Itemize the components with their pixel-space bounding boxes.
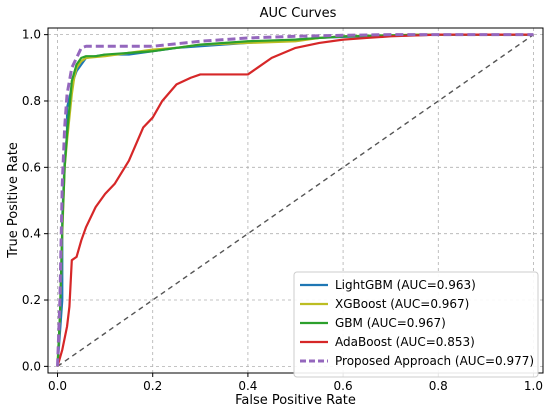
x-tick-label: 0.2 (143, 379, 162, 393)
legend-label-3: AdaBoost (AUC=0.853) (335, 335, 475, 349)
y-tick-label: 1.0 (22, 28, 41, 42)
chart-title: AUC Curves (260, 6, 337, 21)
x-tick-label: 1.0 (524, 379, 543, 393)
legend-label-4: Proposed Approach (AUC=0.977) (335, 354, 534, 368)
y-tick-label: 0.0 (22, 359, 41, 373)
legend-label-2: GBM (AUC=0.967) (335, 316, 446, 330)
x-tick-label: 0.4 (238, 379, 257, 393)
y-tick-label: 0.8 (22, 94, 41, 108)
legend: LightGBM (AUC=0.963) XGBoost (AUC=0.967) G… (293, 271, 539, 378)
x-tick-label: 0.8 (429, 379, 448, 393)
reference-diagonal (57, 34, 534, 367)
series-line-4 (56, 33, 534, 367)
series-line-3 (56, 33, 534, 367)
series-lines (56, 33, 534, 367)
legend-label-1: XGBoost (AUC=0.967) (335, 297, 469, 311)
legend-box (293, 271, 539, 378)
x-axis-title: False Positive Rate (235, 393, 356, 408)
reference-diagonal-line (57, 34, 534, 367)
x-axis-ticks: 0.0 0.2 0.4 0.6 0.8 1.0 (48, 373, 543, 393)
x-tick-label: 0.0 (48, 379, 67, 393)
y-tick-label: 0.4 (22, 227, 41, 241)
y-tick-label: 0.6 (22, 160, 41, 174)
y-axis-title: True Positive Rate (6, 142, 21, 259)
y-tick-label: 0.2 (22, 293, 41, 307)
series-line-2 (56, 33, 534, 367)
y-axis-ticks: 0.0 0.2 0.4 0.6 0.8 1.0 (22, 28, 48, 373)
x-tick-label: 0.6 (334, 379, 353, 393)
legend-label-0: LightGBM (AUC=0.963) (335, 278, 476, 292)
